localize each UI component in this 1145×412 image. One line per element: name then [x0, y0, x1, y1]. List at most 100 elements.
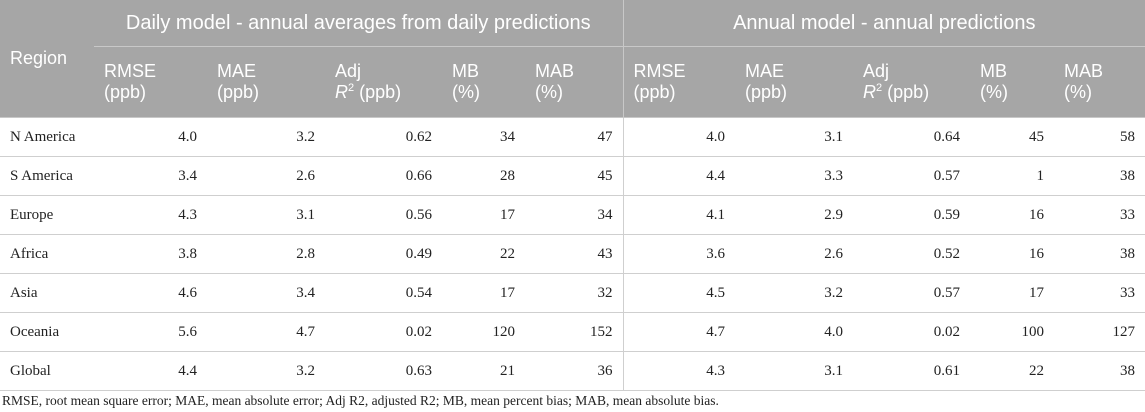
value-cell: 120 [442, 312, 525, 352]
value-cell: 0.62 [325, 117, 442, 157]
results-table-container: Region Daily model - annual averages fro… [0, 0, 1145, 391]
annual-model-group-header: Annual model - annual predictions [623, 0, 1145, 47]
region-cell: Global [0, 351, 94, 391]
value-cell: 34 [442, 117, 525, 157]
value-cell: 127 [1054, 312, 1145, 352]
value-cell: 16 [970, 234, 1055, 274]
value-cell: 22 [442, 234, 525, 274]
value-cell: 0.61 [853, 351, 971, 391]
value-cell: 5.6 [94, 312, 207, 352]
value-cell: 17 [442, 273, 525, 313]
table-row: Europe 4.3 3.1 0.56 17 34 4.1 2.9 0.59 1… [0, 195, 1145, 235]
value-cell: 45 [525, 156, 624, 196]
table-row: N America 4.0 3.2 0.62 34 47 4.0 3.1 0.6… [0, 117, 1145, 157]
value-cell: 3.1 [735, 117, 854, 157]
value-cell: 4.0 [94, 117, 207, 157]
value-cell: 3.4 [207, 273, 325, 313]
value-cell: 4.7 [623, 312, 736, 352]
value-cell: 2.9 [735, 195, 854, 235]
table-body: N America 4.0 3.2 0.62 34 47 4.0 3.1 0.6… [0, 117, 1145, 391]
value-cell: 4.6 [94, 273, 207, 313]
annual-adj-r2-header: Adj R2 (ppb) [853, 46, 971, 118]
value-cell: 0.49 [325, 234, 442, 274]
value-cell: 4.7 [207, 312, 325, 352]
region-cell: N America [0, 117, 94, 157]
table-row: Asia 4.6 3.4 0.54 17 32 4.5 3.2 0.57 17 … [0, 273, 1145, 313]
value-cell: 3.6 [623, 234, 736, 274]
value-cell: 2.8 [207, 234, 325, 274]
value-cell: 4.3 [623, 351, 736, 391]
value-cell: 100 [970, 312, 1055, 352]
value-cell: 33 [1054, 195, 1145, 235]
annual-rmse-header: RMSE (ppb) [623, 46, 736, 118]
table-row: S America 3.4 2.6 0.66 28 45 4.4 3.3 0.5… [0, 156, 1145, 196]
model-performance-table: Region Daily model - annual averages fro… [0, 0, 1145, 391]
table-footnote: RMSE, root mean square error; MAE, mean … [2, 393, 719, 408]
daily-mab-header: MAB (%) [525, 46, 624, 118]
daily-mb-header: MB (%) [442, 46, 525, 118]
value-cell: 47 [525, 117, 624, 157]
value-cell: 4.4 [623, 156, 736, 196]
region-cell: Europe [0, 195, 94, 235]
table-row: Africa 3.8 2.8 0.49 22 43 3.6 2.6 0.52 1… [0, 234, 1145, 274]
value-cell: 3.4 [94, 156, 207, 196]
value-cell: 4.3 [94, 195, 207, 235]
value-cell: 0.57 [853, 156, 971, 196]
value-cell: 43 [525, 234, 624, 274]
daily-adj-r2-header: Adj R2 (ppb) [325, 46, 442, 118]
value-cell: 21 [442, 351, 525, 391]
value-cell: 28 [442, 156, 525, 196]
value-cell: 32 [525, 273, 624, 313]
table-row: Oceania 5.6 4.7 0.02 120 152 4.7 4.0 0.0… [0, 312, 1145, 352]
daily-rmse-header: RMSE (ppb) [94, 46, 207, 118]
value-cell: 3.8 [94, 234, 207, 274]
value-cell: 3.1 [207, 195, 325, 235]
annual-mae-header: MAE (ppb) [735, 46, 854, 118]
region-header: Region [0, 0, 94, 118]
value-cell: 0.52 [853, 234, 971, 274]
annual-mab-header: MAB (%) [1054, 46, 1145, 118]
value-cell: 0.63 [325, 351, 442, 391]
value-cell: 17 [442, 195, 525, 235]
value-cell: 17 [970, 273, 1055, 313]
value-cell: 3.3 [735, 156, 854, 196]
value-cell: 4.1 [623, 195, 736, 235]
value-cell: 0.59 [853, 195, 971, 235]
value-cell: 3.2 [207, 117, 325, 157]
value-cell: 3.1 [735, 351, 854, 391]
value-cell: 36 [525, 351, 624, 391]
value-cell: 0.02 [325, 312, 442, 352]
value-cell: 38 [1054, 351, 1145, 391]
region-cell: S America [0, 156, 94, 196]
value-cell: 4.4 [94, 351, 207, 391]
value-cell: 22 [970, 351, 1055, 391]
value-cell: 4.0 [623, 117, 736, 157]
table-row: Global 4.4 3.2 0.63 21 36 4.3 3.1 0.61 2… [0, 351, 1145, 391]
annual-mb-header: MB (%) [970, 46, 1055, 118]
region-cell: Oceania [0, 312, 94, 352]
value-cell: 33 [1054, 273, 1145, 313]
value-cell: 0.64 [853, 117, 971, 157]
value-cell: 4.5 [623, 273, 736, 313]
daily-model-group-header: Daily model - annual averages from daily… [94, 0, 624, 47]
value-cell: 0.57 [853, 273, 971, 313]
value-cell: 2.6 [207, 156, 325, 196]
value-cell: 3.2 [207, 351, 325, 391]
value-cell: 45 [970, 117, 1055, 157]
region-cell: Asia [0, 273, 94, 313]
value-cell: 38 [1054, 234, 1145, 274]
value-cell: 152 [525, 312, 624, 352]
value-cell: 4.0 [735, 312, 854, 352]
value-cell: 34 [525, 195, 624, 235]
value-cell: 1 [970, 156, 1055, 196]
value-cell: 2.6 [735, 234, 854, 274]
value-cell: 58 [1054, 117, 1145, 157]
value-cell: 0.56 [325, 195, 442, 235]
region-cell: Africa [0, 234, 94, 274]
value-cell: 0.66 [325, 156, 442, 196]
value-cell: 16 [970, 195, 1055, 235]
value-cell: 3.2 [735, 273, 854, 313]
value-cell: 38 [1054, 156, 1145, 196]
value-cell: 0.54 [325, 273, 442, 313]
value-cell: 0.02 [853, 312, 971, 352]
